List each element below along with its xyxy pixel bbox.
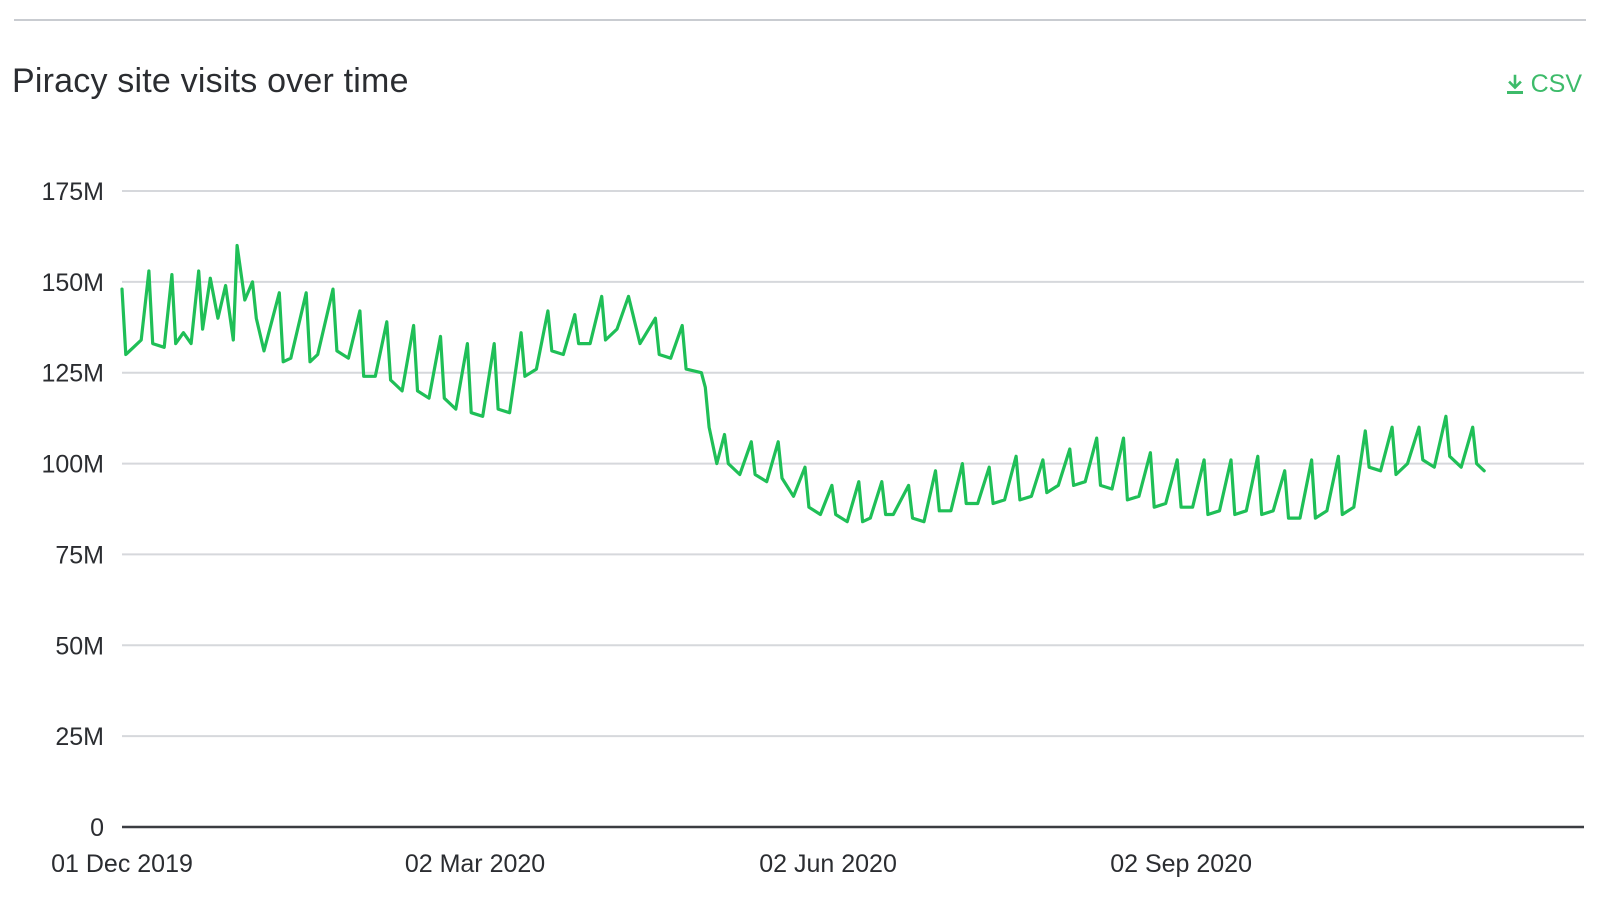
y-tick-label: 0: [90, 814, 104, 842]
x-tick-label: 02 Jun 2020: [759, 850, 897, 878]
y-tick-label: 50M: [55, 632, 104, 660]
chart-title: Piracy site visits over time: [12, 62, 409, 100]
y-tick-label: 150M: [41, 269, 104, 297]
y-tick-label: 75M: [55, 541, 104, 569]
download-icon: [1505, 74, 1525, 96]
x-tick-label: 02 Mar 2020: [405, 850, 545, 878]
series-points: [122, 245, 1484, 521]
x-tick-label: 02 Sep 2020: [1110, 850, 1252, 878]
csv-label: CSV: [1530, 70, 1582, 98]
y-tick-label: 125M: [41, 360, 104, 388]
grid-lines: [122, 190, 1584, 829]
y-tick-label: 100M: [41, 451, 104, 479]
y-tick-label: 25M: [55, 723, 104, 751]
y-tick-label: 175M: [41, 178, 104, 206]
series-line: [120, 243, 1486, 524]
series-layer: [120, 243, 1486, 524]
x-axis-ticks: 01 Dec 2019 02 Mar 2020 02 Jun 2020 02 Sep …: [51, 850, 1252, 878]
top-divider: [14, 19, 1586, 21]
csv-download-button[interactable]: CSV: [1505, 70, 1582, 99]
y-axis-ticks: 0 25M 50M 75M 100M 125M 150M 175M: [41, 178, 104, 842]
x-tick-label: 01 Dec 2019: [51, 850, 193, 878]
